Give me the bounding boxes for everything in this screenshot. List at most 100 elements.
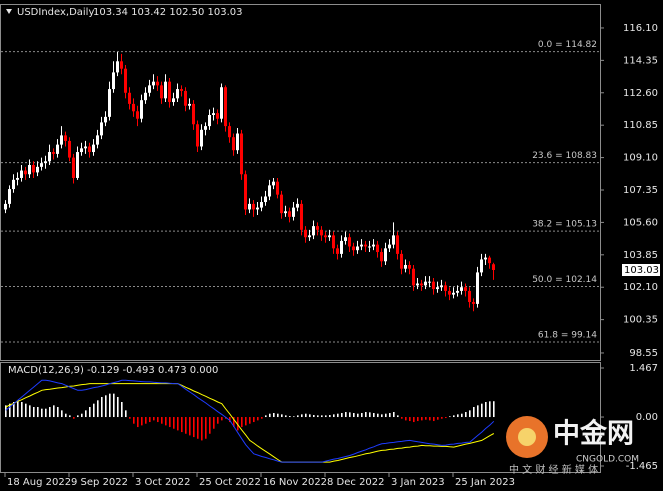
histogram-bar (473, 407, 475, 418)
histogram-bar (149, 417, 151, 423)
candle-body (24, 170, 27, 175)
histogram-bar (433, 417, 435, 422)
histogram-bar (193, 417, 195, 438)
histogram-bar (45, 408, 47, 418)
fib-label: 61.8 = 99.14 (538, 331, 597, 341)
candle-body (4, 203, 7, 210)
histogram-bar (393, 412, 395, 418)
histogram-bar (265, 415, 267, 418)
candle-body (456, 290, 459, 293)
candle-body (460, 287, 463, 291)
histogram-bar (477, 405, 479, 418)
candle-body (36, 166, 39, 173)
histogram-bar (257, 417, 259, 421)
histogram-bar (89, 407, 91, 418)
candle-body (180, 89, 183, 91)
candle-body (156, 81, 159, 86)
candle-body (8, 189, 11, 204)
candle-body (476, 272, 479, 304)
histogram-bar (409, 417, 411, 422)
histogram-bar (289, 416, 291, 418)
candle-body (224, 87, 227, 127)
candle-body (108, 89, 111, 117)
histogram-bar (157, 417, 159, 423)
candle-body (28, 165, 31, 175)
histogram-bar (69, 415, 71, 418)
candle-body (464, 287, 467, 291)
candle-body (372, 244, 375, 247)
histogram-bar (317, 415, 319, 418)
candle-body (256, 207, 259, 210)
candle-body (144, 92, 147, 101)
histogram-bar (261, 417, 263, 419)
candle-body (112, 72, 115, 90)
candle-body (196, 124, 199, 147)
histogram-bar (25, 403, 27, 418)
candle-body (412, 268, 415, 286)
histogram-bar (105, 395, 107, 418)
histogram-bar (41, 408, 43, 418)
candle-body (348, 237, 351, 247)
histogram-bar (153, 417, 155, 421)
candle-body (248, 203, 251, 210)
histogram-bar (249, 417, 251, 424)
candle-body (468, 290, 471, 303)
histogram-bar (337, 413, 339, 418)
histogram-bar (213, 417, 215, 429)
candle-body (328, 235, 331, 238)
histogram-bar (21, 401, 23, 418)
candle-body (120, 61, 123, 69)
histogram-bar (465, 412, 467, 418)
histogram-bar (461, 413, 463, 418)
candle-body (228, 126, 231, 138)
candle-body (280, 194, 283, 214)
histogram-bar (217, 417, 219, 424)
x-tick-label: 16 Nov 2022 (263, 477, 327, 488)
histogram-bar (385, 413, 387, 418)
histogram-bar (189, 417, 191, 436)
candle-body (244, 174, 247, 210)
histogram-bar (373, 413, 375, 418)
candle-body (116, 61, 119, 73)
histogram-bar (33, 407, 35, 418)
histogram-bar (85, 410, 87, 418)
y-tick-label: 0.00 (636, 412, 658, 423)
histogram-bar (413, 417, 415, 423)
histogram-bar (305, 413, 307, 418)
y-tick-label: 114.35 (623, 55, 658, 66)
candle-body (12, 179, 15, 190)
candle-body (332, 235, 335, 249)
candle-body (484, 257, 487, 260)
y-tick-label: -1.465 (626, 461, 658, 472)
histogram-bar (285, 415, 287, 418)
quote: 103.34 103.42 102.50 103.03 (93, 7, 243, 18)
histogram-bar (133, 417, 135, 424)
candle-body (80, 148, 83, 153)
histogram-bar (97, 400, 99, 418)
histogram-bar (309, 414, 311, 418)
chart-title: USDIndex,Daily (17, 7, 94, 18)
candle-body (300, 203, 303, 230)
histogram-bar (137, 417, 139, 428)
histogram-bar (197, 417, 199, 439)
histogram-bar (481, 403, 483, 418)
candle-body (68, 140, 71, 158)
watermark-brand: 中金网 (553, 418, 634, 450)
histogram-bar (241, 417, 243, 428)
histogram-bar (209, 417, 211, 434)
x-tick-label: 25 Jan 2023 (455, 477, 515, 488)
histogram-bar (117, 396, 119, 418)
candle-body (480, 259, 483, 273)
histogram-bar (357, 413, 359, 418)
candle-body (268, 185, 271, 197)
histogram-bar (333, 414, 335, 418)
candle-body (200, 129, 203, 147)
candle-body (344, 237, 347, 241)
candle-body (472, 302, 475, 304)
candle-body (420, 283, 423, 286)
histogram-bar (173, 417, 175, 429)
candle-body (136, 111, 139, 119)
histogram-bar (349, 412, 351, 418)
candle-body (448, 290, 451, 295)
